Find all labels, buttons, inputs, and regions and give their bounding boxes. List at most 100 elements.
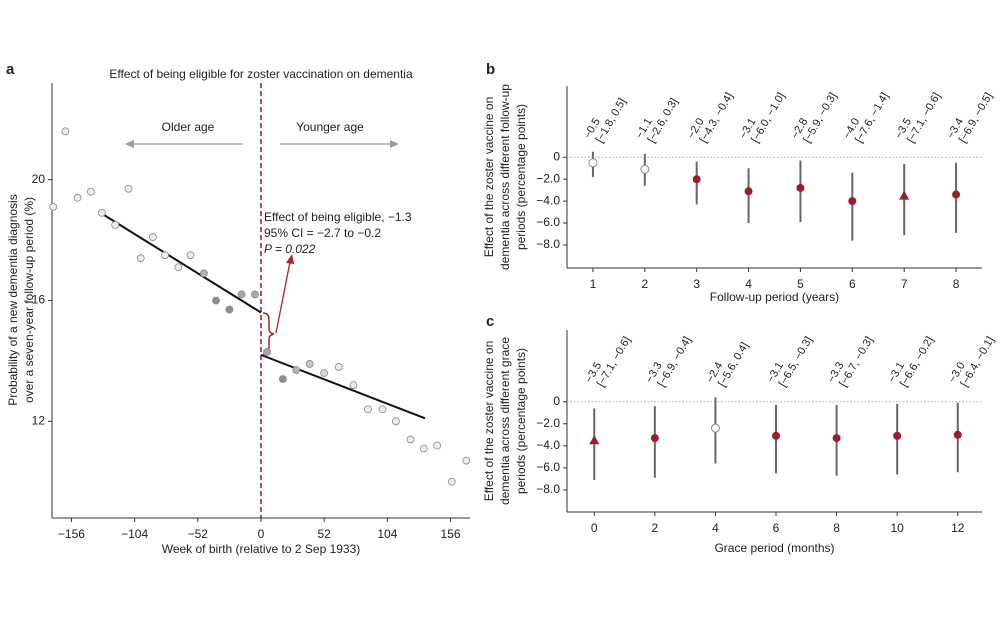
- estimate: [953, 430, 962, 439]
- point: [263, 347, 271, 356]
- point: [391, 417, 400, 426]
- estimate: [710, 423, 720, 433]
- y-tick-label: −8.0: [536, 482, 560, 496]
- y-tick-label: −6.0: [536, 215, 560, 229]
- x-tick-label: 1: [590, 277, 597, 291]
- y-tick-label: −8.0: [536, 237, 560, 251]
- x-tick-label: 3: [693, 277, 700, 291]
- y-axis-label: periods (percentage points): [514, 348, 528, 494]
- point: [349, 381, 358, 389]
- ci-label: [−4.3, −0.4]: [697, 91, 735, 145]
- y-tick-label: 0: [553, 149, 560, 163]
- annotation: Effect of being eligible, −1.3: [264, 210, 412, 224]
- ci-label: [−6.7, −0.3]: [837, 335, 875, 389]
- point: [237, 290, 246, 299]
- x-tick-label: 2: [652, 521, 659, 535]
- y-axis-label: Probability of a new dementia diagnosis: [6, 194, 20, 405]
- point: [174, 263, 183, 272]
- fit-line: [100, 212, 262, 314]
- annotation: Older age: [162, 120, 215, 134]
- estimate: [589, 435, 600, 445]
- y-axis-label: dementia across different grace: [498, 337, 512, 505]
- y-tick-label: −4.0: [536, 193, 560, 207]
- brace: [262, 312, 275, 355]
- estimate: [832, 434, 841, 443]
- annotation: P = 0.022: [264, 242, 316, 256]
- point: [292, 366, 301, 374]
- y-axis-label: dementia across different follow-up: [498, 84, 512, 270]
- x-tick-label: 0: [591, 521, 598, 535]
- x-tick-label: 156: [441, 527, 461, 541]
- ci-label: [−6.9, −0.4]: [656, 335, 694, 389]
- x-tick-label: 8: [953, 277, 960, 291]
- point: [433, 441, 442, 450]
- point: [124, 184, 133, 193]
- y-tick-label: −6.0: [536, 460, 560, 474]
- point: [378, 405, 387, 414]
- estimate: [692, 175, 701, 184]
- point: [364, 405, 372, 414]
- estimate: [893, 431, 902, 440]
- point: [199, 269, 208, 278]
- point: [320, 369, 329, 377]
- x-tick-label: −156: [58, 527, 85, 541]
- y-tick-label: 0: [553, 394, 560, 408]
- y-axis-label: periods (percentage points): [514, 104, 528, 250]
- y-axis-label: Effect of the zoster vaccine on: [482, 97, 496, 258]
- x-tick-label: 52: [318, 527, 332, 541]
- y-tick-label: −2.0: [536, 416, 560, 430]
- estimate: [744, 187, 753, 196]
- ci-label: [−5.9, −0.3]: [801, 91, 839, 145]
- ci-label: [−6.5, −0.3]: [777, 335, 815, 389]
- panel-letter: c: [486, 313, 494, 330]
- x-axis-label: Follow-up period (years): [710, 290, 839, 304]
- panel-letter: b: [486, 61, 495, 78]
- x-tick-label: 12: [951, 521, 965, 535]
- x-tick-label: 6: [849, 277, 856, 291]
- estimate: [588, 158, 598, 168]
- x-axis-label: Grace period (months): [714, 541, 834, 555]
- y-tick-label: 16: [32, 293, 46, 307]
- point: [278, 375, 287, 383]
- y-tick-label: −2.0: [536, 171, 560, 185]
- point: [148, 233, 157, 241]
- point: [61, 127, 70, 136]
- estimate: [772, 431, 781, 440]
- estimate: [796, 183, 805, 192]
- estimate: [952, 190, 961, 199]
- point: [305, 360, 314, 368]
- point: [73, 193, 82, 202]
- point: [49, 202, 58, 211]
- y-tick-label: 20: [32, 172, 46, 186]
- point: [97, 208, 106, 217]
- point: [186, 251, 195, 260]
- x-tick-label: 7: [901, 277, 908, 291]
- point: [406, 435, 415, 444]
- point: [334, 363, 343, 371]
- x-tick-label: 6: [773, 521, 780, 535]
- fit-line: [260, 353, 426, 420]
- ci-label: [−7.1, −0.6]: [595, 335, 633, 389]
- x-tick-label: 104: [377, 527, 397, 541]
- x-tick-label: 4: [712, 521, 719, 535]
- y-tick-label: 12: [32, 414, 46, 428]
- ci-label: [−6.0, −1.0]: [749, 91, 787, 145]
- x-tick-label: 4: [745, 277, 752, 291]
- annotation: 95% CI = −2.7 to −0.2: [264, 226, 381, 240]
- estimate: [640, 164, 650, 174]
- y-axis-label: Effect of the zoster vaccine on: [482, 341, 496, 502]
- direction-arrows: [125, 140, 399, 148]
- panel-letter: a: [6, 61, 15, 78]
- point: [136, 254, 145, 263]
- estimate: [899, 190, 910, 200]
- point: [462, 456, 471, 465]
- point: [447, 477, 456, 486]
- annotation-arrow: [275, 254, 294, 334]
- estimate: [650, 434, 659, 443]
- y-tick-label: −4.0: [536, 438, 560, 452]
- x-tick-label: 10: [891, 521, 905, 535]
- x-tick-label: −52: [188, 527, 209, 541]
- chart-title: Effect of being eligible for zoster vacc…: [109, 67, 413, 81]
- ci-label: [−7.1, −0.6]: [905, 91, 943, 145]
